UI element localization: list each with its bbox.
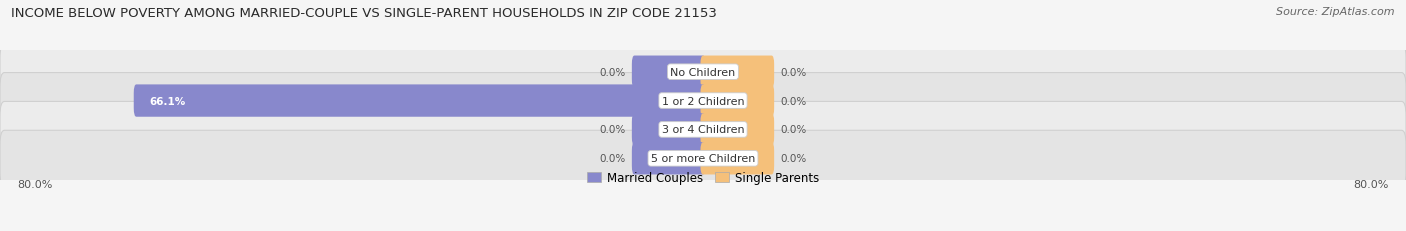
FancyBboxPatch shape (700, 85, 775, 117)
FancyBboxPatch shape (631, 114, 706, 146)
Text: 0.0%: 0.0% (780, 154, 807, 164)
FancyBboxPatch shape (0, 73, 1406, 129)
Text: 0.0%: 0.0% (780, 67, 807, 77)
FancyBboxPatch shape (0, 102, 1406, 158)
Text: 0.0%: 0.0% (780, 96, 807, 106)
Text: Source: ZipAtlas.com: Source: ZipAtlas.com (1277, 7, 1395, 17)
Text: 0.0%: 0.0% (599, 125, 626, 135)
Text: 0.0%: 0.0% (780, 125, 807, 135)
Text: No Children: No Children (671, 67, 735, 77)
FancyBboxPatch shape (700, 56, 775, 88)
FancyBboxPatch shape (0, 131, 1406, 186)
Text: 80.0%: 80.0% (17, 179, 52, 189)
Legend: Married Couples, Single Parents: Married Couples, Single Parents (586, 172, 820, 185)
FancyBboxPatch shape (134, 85, 706, 117)
FancyBboxPatch shape (631, 143, 706, 175)
FancyBboxPatch shape (700, 114, 775, 146)
Text: 1 or 2 Children: 1 or 2 Children (662, 96, 744, 106)
Text: 66.1%: 66.1% (149, 96, 186, 106)
Text: 3 or 4 Children: 3 or 4 Children (662, 125, 744, 135)
Text: 0.0%: 0.0% (599, 67, 626, 77)
Text: INCOME BELOW POVERTY AMONG MARRIED-COUPLE VS SINGLE-PARENT HOUSEHOLDS IN ZIP COD: INCOME BELOW POVERTY AMONG MARRIED-COUPL… (11, 7, 717, 20)
Text: 80.0%: 80.0% (1354, 179, 1389, 189)
FancyBboxPatch shape (631, 56, 706, 88)
Text: 5 or more Children: 5 or more Children (651, 154, 755, 164)
Text: 0.0%: 0.0% (599, 154, 626, 164)
FancyBboxPatch shape (700, 143, 775, 175)
FancyBboxPatch shape (0, 45, 1406, 100)
